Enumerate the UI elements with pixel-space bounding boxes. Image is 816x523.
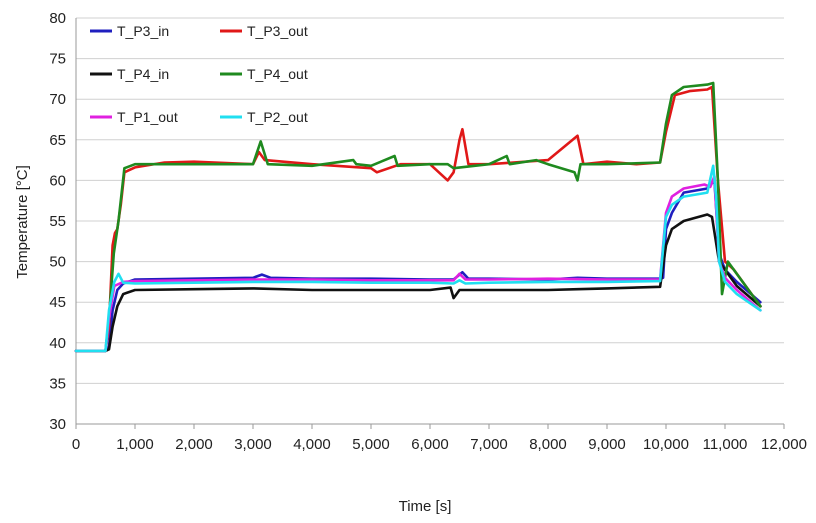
x-tick-label: 8,000 — [529, 436, 567, 453]
y-tick-label: 65 — [49, 132, 66, 149]
series-lines — [74, 81, 762, 353]
y-tick-label: 70 — [49, 91, 66, 108]
x-tick-label: 0 — [72, 436, 80, 453]
x-tick-label: 7,000 — [470, 436, 508, 453]
x-tick-label: 3,000 — [234, 436, 272, 453]
series-line-t-p2-out — [74, 164, 762, 353]
x-tick-label: 10,000 — [643, 436, 689, 453]
x-axis-title: Time [s] — [399, 498, 452, 515]
gridlines — [76, 17, 784, 425]
x-tick-label: 11,000 — [703, 436, 748, 453]
y-tick-label: 60 — [49, 172, 66, 189]
y-tick-label: 75 — [49, 51, 66, 68]
legend-label: T_P2_out — [247, 109, 308, 125]
legend-label: T_P3_in — [117, 23, 169, 39]
axes: 30 35 40 45 50 55 60 65 70 75 80 0 1,000 2,000 3,000 4,… — [49, 10, 807, 453]
x-tick-label: 6,000 — [411, 436, 449, 453]
x-tick-label: 2,000 — [175, 436, 213, 453]
legend-label: T_P1_out — [117, 109, 178, 125]
legend-label: T_P4_out — [247, 66, 308, 82]
y-tick-label: 55 — [49, 213, 66, 230]
x-tick-label: 5,000 — [352, 436, 390, 453]
series-line-t-p1-out — [74, 175, 762, 353]
y-tick-label: 50 — [49, 254, 66, 271]
series-line-t-p4-out — [74, 81, 762, 353]
x-tick-label: 4,000 — [293, 436, 331, 453]
y-tick-label: 45 — [49, 294, 66, 311]
x-tick-label: 1,000 — [116, 436, 154, 453]
x-tick-label: 12,000 — [761, 436, 807, 453]
legend-label: T_P4_in — [117, 66, 169, 82]
series-line-t-p3-in — [74, 179, 762, 353]
x-tick-label: 9,000 — [588, 436, 626, 453]
y-tick-label: 80 — [49, 10, 66, 27]
series-line-t-p4-in — [74, 213, 762, 353]
y-tick-label: 40 — [49, 335, 66, 352]
legend-label: T_P3_out — [247, 23, 308, 39]
y-tick-label: 30 — [49, 416, 66, 433]
legend: T_P3_in T_P3_out T_P4_in T_P4_out T_P1_out T_… — [90, 23, 308, 125]
series-line-t-p3-out — [74, 85, 762, 353]
y-axis-title: Temperature [°C] — [14, 165, 31, 279]
y-tick-label: 35 — [49, 375, 66, 392]
